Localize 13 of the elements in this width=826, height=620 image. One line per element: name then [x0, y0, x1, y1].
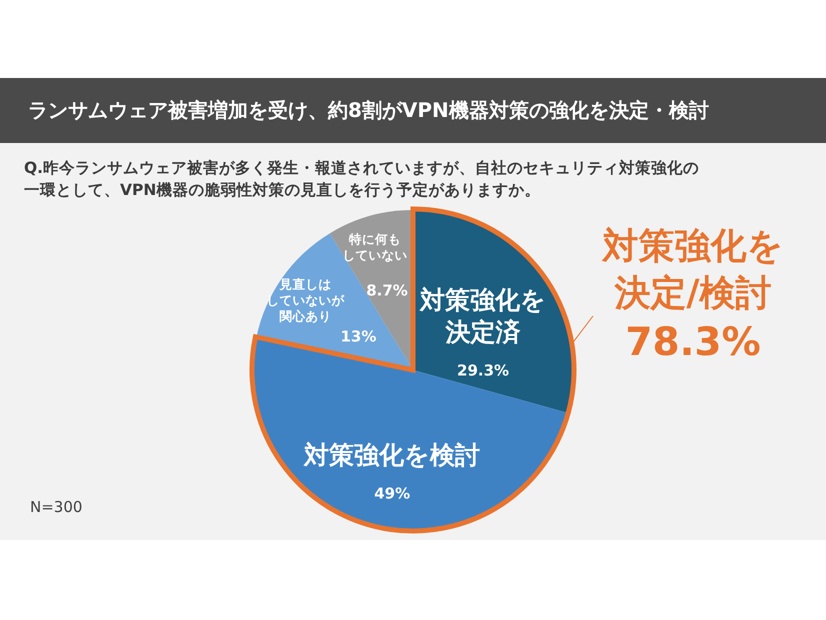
data-label: 29.3% [457, 362, 510, 380]
chart-subtitle: Q.昨今ランサムウェア被害が多く発生・報道されていますが、自社のセキュリティ対策強化の一環として、VPN機器の脆弱性対策の見直しを行う予定がありますか。 [24, 158, 700, 199]
data-label: 8.7% [366, 282, 408, 300]
data-label: 13% [340, 328, 376, 346]
slice-label: 見直しはしていないが関心あり [266, 276, 346, 324]
slice-label: 対策強化を検討 [303, 440, 480, 470]
slice-label: 特に何もしていない [342, 232, 408, 263]
text: 78.3% [625, 320, 761, 365]
text: 対策強化を決定/検討 [602, 226, 784, 314]
data-label: 49% [374, 484, 410, 503]
chart-title: ランサムウェア被害増加を受け、約8割がVPN機器対策の強化を決定・検討 [28, 98, 709, 122]
text: N=300 [30, 498, 82, 516]
slice-label: 対策強化を決定済 [419, 286, 546, 347]
